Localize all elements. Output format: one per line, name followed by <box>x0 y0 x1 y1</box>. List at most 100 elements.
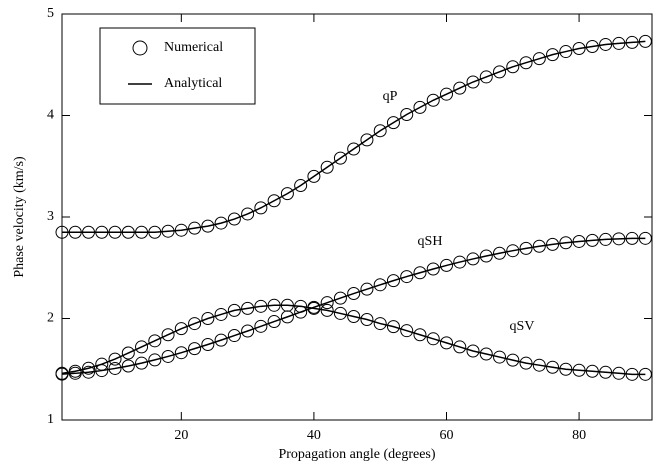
numerical-point <box>320 303 334 317</box>
numerical-point <box>466 75 480 89</box>
numerical-point <box>585 39 599 53</box>
numerical-point <box>572 234 586 248</box>
numerical-point <box>333 151 347 165</box>
numerical-point <box>360 282 374 296</box>
numerical-point <box>585 364 599 378</box>
numerical-point <box>307 169 321 183</box>
numerical-point <box>493 350 507 364</box>
numerical-point <box>201 219 215 233</box>
numerical-point <box>506 244 520 258</box>
numerical-point <box>386 116 400 130</box>
numerical-point <box>585 233 599 247</box>
numerical-point <box>479 70 493 84</box>
numerical-point <box>453 340 467 354</box>
numerical-point <box>254 319 268 333</box>
numerical-point <box>413 100 427 114</box>
legend-label: Analytical <box>164 76 222 91</box>
legend-label: Numerical <box>164 40 223 55</box>
numerical-point <box>466 252 480 266</box>
numerical-point <box>108 352 122 366</box>
numerical-point <box>360 313 374 327</box>
numerical-point <box>188 221 202 235</box>
numerical-point <box>373 317 387 331</box>
y-axis-label: Phase velocity (km/s) <box>12 156 27 278</box>
numerical-point <box>360 133 374 147</box>
analytical-line <box>62 40 646 233</box>
numerical-point <box>294 179 308 193</box>
numerical-point <box>466 344 480 358</box>
x-tick-label: 40 <box>307 428 321 443</box>
numerical-point <box>108 361 122 375</box>
numerical-point <box>174 346 188 360</box>
numerical-point <box>68 225 82 239</box>
numerical-point <box>439 87 453 101</box>
numerical-point <box>227 329 241 343</box>
legend-marker <box>132 40 148 56</box>
numerical-point <box>572 42 586 56</box>
y-tick-label: 3 <box>47 209 54 224</box>
y-tick-label: 2 <box>47 311 54 326</box>
numerical-point <box>413 328 427 342</box>
numerical-point <box>320 160 334 174</box>
x-tick-label: 20 <box>174 428 188 443</box>
numerical-point <box>532 52 546 66</box>
numerical-point <box>599 37 613 51</box>
numerical-point <box>493 65 507 79</box>
numerical-point <box>612 232 626 246</box>
numerical-point <box>214 307 228 321</box>
numerical-point <box>174 223 188 237</box>
numerical-point <box>267 315 281 329</box>
numerical-point <box>82 361 96 375</box>
numerical-point <box>121 346 135 360</box>
numerical-point <box>546 360 560 374</box>
numerical-point <box>108 225 122 239</box>
curve-label: qP <box>383 89 398 104</box>
numerical-point <box>413 266 427 280</box>
numerical-point <box>386 274 400 288</box>
numerical-point <box>121 359 135 373</box>
numerical-point <box>546 48 560 62</box>
y-tick-label: 1 <box>47 412 54 427</box>
numerical-point <box>386 320 400 334</box>
numerical-point <box>400 324 414 338</box>
numerical-point <box>333 291 347 305</box>
numerical-point <box>161 349 175 363</box>
numerical-point <box>135 225 149 239</box>
numerical-point <box>227 303 241 317</box>
numerical-point <box>148 353 162 367</box>
y-tick-label: 4 <box>47 108 54 123</box>
numerical-point <box>55 225 69 239</box>
numerical-point <box>241 207 255 221</box>
numerical-point <box>214 333 228 347</box>
numerical-point <box>506 60 520 74</box>
numerical-point <box>453 255 467 269</box>
numerical-point <box>638 34 652 48</box>
numerical-point <box>599 232 613 246</box>
numerical-point <box>479 249 493 263</box>
numerical-point <box>532 358 546 372</box>
numerical-point <box>121 225 135 239</box>
numerical-point <box>572 363 586 377</box>
numerical-point <box>307 301 321 315</box>
numerical-point <box>333 306 347 320</box>
numerical-point <box>254 201 268 215</box>
numerical-point <box>280 187 294 201</box>
numerical-point <box>68 364 82 378</box>
numerical-point <box>400 107 414 121</box>
numerical-point <box>400 270 414 284</box>
x-tick-label: 80 <box>572 428 586 443</box>
numerical-point <box>599 365 613 379</box>
numerical-point <box>135 356 149 370</box>
numerical-point <box>214 216 228 230</box>
numerical-point <box>347 309 361 323</box>
numerical-point <box>82 365 96 379</box>
numerical-point <box>188 317 202 331</box>
numerical-point <box>161 328 175 342</box>
numerical-point <box>439 258 453 272</box>
numerical-point <box>201 312 215 325</box>
curve-label: qSV <box>510 319 535 334</box>
numerical-point <box>638 231 652 245</box>
numerical-point <box>188 342 202 356</box>
